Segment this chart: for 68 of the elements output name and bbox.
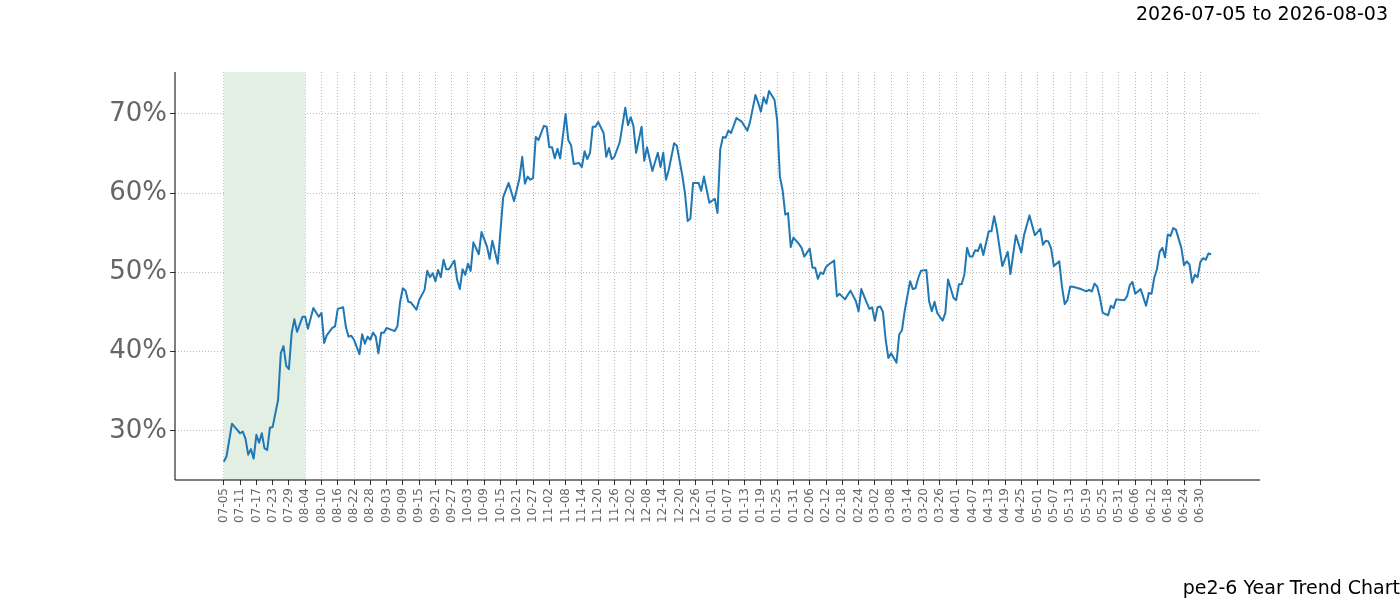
x-tick-label: 07-29 xyxy=(281,488,296,523)
x-tick-label: 06-18 xyxy=(1159,488,1174,523)
y-tick-label: 60% xyxy=(109,175,167,206)
x-tick-label: 12-02 xyxy=(622,488,637,523)
x-tick-label: 06-06 xyxy=(1127,488,1142,523)
x-tick-label: 05-13 xyxy=(1062,488,1077,523)
x-tick-label: 01-13 xyxy=(736,488,751,523)
x-tick-label: 01-31 xyxy=(785,488,800,523)
y-tick-label: 30% xyxy=(109,413,167,444)
x-tick-label: 10-27 xyxy=(525,488,540,523)
x-tick-label: 09-15 xyxy=(411,488,426,523)
x-tick-label: 02-12 xyxy=(818,488,833,523)
x-tick-label: 01-01 xyxy=(704,488,719,523)
x-tick-label: 03-26 xyxy=(932,488,947,523)
x-tick-label: 09-03 xyxy=(378,488,393,523)
x-tick-label: 05-01 xyxy=(1029,488,1044,523)
x-tick-label: 07-17 xyxy=(248,488,263,523)
x-tick-label: 04-01 xyxy=(948,488,963,523)
x-tick-label: 10-21 xyxy=(508,488,523,523)
x-tick-label: 07-23 xyxy=(264,488,279,523)
x-tick-label: 11-02 xyxy=(541,488,556,523)
x-tick-label: 03-20 xyxy=(915,488,930,523)
x-tick-label: 01-19 xyxy=(753,488,768,523)
x-tick-label: 08-28 xyxy=(362,488,377,523)
x-tick-label: 05-07 xyxy=(1045,488,1060,523)
x-tick-label: 09-21 xyxy=(427,488,442,523)
x-tick-label: 11-14 xyxy=(574,488,588,523)
x-tick-label: 08-16 xyxy=(329,488,344,523)
x-tick-label: 04-25 xyxy=(1013,488,1028,523)
x-tick-label: 03-08 xyxy=(883,488,898,523)
x-tick-label: 10-15 xyxy=(492,488,507,523)
x-tick-label: 04-07 xyxy=(964,488,979,523)
x-tick-label: 06-30 xyxy=(1192,488,1207,523)
x-tick-label: 03-02 xyxy=(866,488,881,523)
x-tick-label: 12-20 xyxy=(671,488,686,523)
x-tick-label: 11-08 xyxy=(557,488,572,523)
x-tick-label: 05-25 xyxy=(1094,488,1109,523)
x-tick-label: 09-27 xyxy=(443,488,458,523)
x-tick-label: 10-03 xyxy=(460,488,475,523)
x-tick-label: 02-24 xyxy=(850,488,865,523)
x-tick-label: 10-09 xyxy=(476,488,491,523)
x-tick-label: 11-26 xyxy=(606,488,621,523)
x-tick-label: 02-18 xyxy=(834,488,849,523)
y-tick-label: 40% xyxy=(109,334,167,365)
x-tick-label: 07-11 xyxy=(232,488,247,523)
y-tick-label: 50% xyxy=(109,255,167,286)
y-tick-label: 70% xyxy=(109,96,167,127)
x-tick-label: 06-12 xyxy=(1143,488,1158,523)
x-tick-label: 07-05 xyxy=(215,488,230,523)
x-tick-label: 04-13 xyxy=(980,488,995,523)
x-tick-label: 12-08 xyxy=(639,488,654,523)
x-tick-label: 08-22 xyxy=(346,488,361,523)
x-tick-label: 03-14 xyxy=(899,488,914,523)
x-tick-label: 01-25 xyxy=(769,488,784,523)
x-tick-label: 09-09 xyxy=(394,488,409,523)
text: pe2-6 Year Trend Chart xyxy=(1182,576,1400,598)
x-tick-label: 08-04 xyxy=(297,488,312,523)
x-tick-label: 08-10 xyxy=(313,488,328,523)
x-tick-label: 05-31 xyxy=(1111,488,1126,523)
chart-subtitle: 2026-07-05 to 2026-08-03 xyxy=(1136,2,1388,24)
x-tick-label: 06-24 xyxy=(1176,488,1191,523)
x-tick-label: 12-14 xyxy=(655,488,670,523)
x-tick-label: 02-06 xyxy=(801,488,816,523)
x-tick-label: 04-19 xyxy=(997,488,1012,523)
x-tick-label: 11-20 xyxy=(590,488,605,523)
x-tick-label: 12-26 xyxy=(687,488,702,523)
x-tick-label: 05-19 xyxy=(1078,488,1093,523)
x-tick-label: 01-07 xyxy=(720,488,735,523)
